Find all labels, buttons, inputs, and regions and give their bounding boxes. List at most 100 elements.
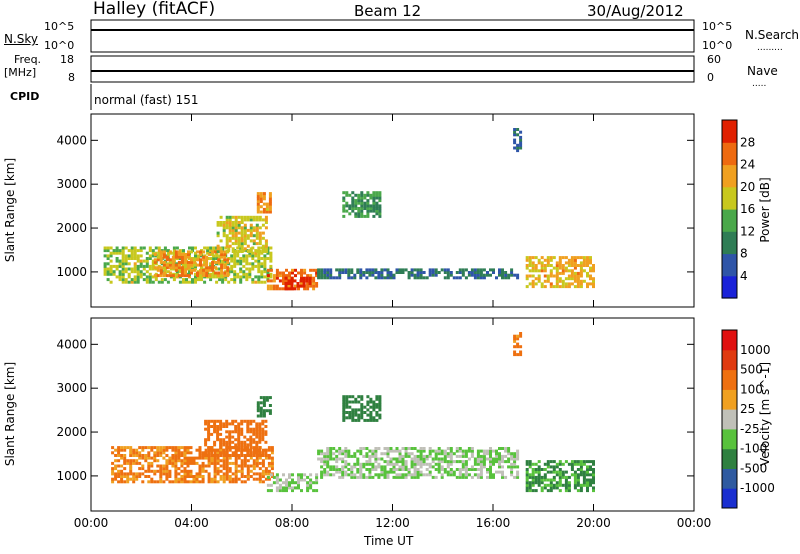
heatmap-cell <box>216 451 220 455</box>
heatmap-cell <box>368 271 372 274</box>
heatmap-cell <box>395 271 399 274</box>
heatmap-cell <box>268 194 272 198</box>
heatmap-cell <box>249 239 253 243</box>
heatmap-cell <box>216 459 220 463</box>
heatmap-cell <box>228 438 232 442</box>
heatmap-cell <box>268 409 272 413</box>
x-tick-label: 16:00 <box>476 516 511 530</box>
heatmap-cell <box>416 457 420 461</box>
heatmap-cell <box>139 262 143 266</box>
heatmap-cell <box>446 276 450 280</box>
heatmap-cell <box>263 275 267 279</box>
heatmap-cell <box>398 452 402 456</box>
heatmap-cell <box>344 454 348 458</box>
heatmap-cell <box>354 204 358 208</box>
heatmap-cell <box>534 478 538 482</box>
heatmap-cell <box>221 259 225 263</box>
heatmap-cell <box>258 477 262 481</box>
heatmap-cell <box>177 250 181 254</box>
heatmap-cell <box>342 191 346 195</box>
heatmap-cell <box>437 452 441 456</box>
heatmap-cell <box>353 454 357 458</box>
heatmap-cell <box>118 278 122 282</box>
heatmap-cell <box>151 264 155 268</box>
heatmap-cell <box>266 274 270 278</box>
heatmap-cell <box>335 460 339 464</box>
heatmap-cell <box>329 468 333 471</box>
heatmap-cell <box>199 250 202 254</box>
heatmap-cell <box>342 400 346 404</box>
heatmap-cell <box>159 480 163 484</box>
heatmap-cell <box>363 204 367 208</box>
heatmap-cell <box>192 459 196 463</box>
heatmap-cell <box>157 251 161 255</box>
heatmap-cell <box>359 475 363 479</box>
heatmap-cell <box>374 447 378 450</box>
heatmap-cell <box>259 411 263 415</box>
heatmap-cell <box>220 263 224 267</box>
heatmap-cell <box>214 250 218 254</box>
heatmap-cell <box>268 207 272 211</box>
heatmap-cell <box>121 267 125 271</box>
heatmap-cell <box>579 264 583 267</box>
heatmap-cell <box>259 210 263 214</box>
heatmap-cell <box>199 258 202 262</box>
heatmap-cell <box>455 447 459 450</box>
heatmap-cell <box>225 448 229 452</box>
heatmap-cell <box>258 472 262 476</box>
heatmap-cell <box>240 247 244 251</box>
heatmap-cell <box>133 278 137 282</box>
heatmap-cell <box>377 271 381 274</box>
heatmap-cell <box>473 462 477 466</box>
heatmap-cell <box>437 470 441 474</box>
heatmap-cell <box>150 446 154 450</box>
heatmap-cell <box>141 464 145 468</box>
heatmap-cell <box>198 464 202 468</box>
heatmap-cell <box>213 477 217 481</box>
heatmap-cell <box>437 449 441 453</box>
heatmap-cell <box>214 260 218 264</box>
heatmap-cell <box>351 201 355 205</box>
heatmap-cell <box>210 454 214 457</box>
heatmap-cell <box>546 277 550 281</box>
heatmap-cell <box>473 273 477 277</box>
heatmap-cell <box>213 469 217 473</box>
heatmap-cell <box>570 282 574 286</box>
heatmap-cell <box>513 337 517 341</box>
heatmap-cell <box>380 276 384 280</box>
heatmap-cell <box>174 461 178 465</box>
heatmap-cell <box>234 215 238 219</box>
heatmap-cell <box>216 472 220 476</box>
heatmap-cell <box>150 469 154 473</box>
heatmap-cell <box>165 263 169 267</box>
heatmap-cell <box>323 271 327 274</box>
heatmap-cell <box>225 242 229 246</box>
heatmap-cell <box>168 250 172 254</box>
heatmap-cell <box>153 469 157 473</box>
heatmap-cell <box>199 274 202 278</box>
heatmap-cell <box>115 264 119 268</box>
heatmap-cell <box>476 462 480 466</box>
heatmap-cell <box>237 438 241 442</box>
heatmap-cell <box>407 276 411 280</box>
heatmap-cell <box>492 271 495 274</box>
colorbar-tick-label: 1000 <box>740 343 771 357</box>
heatmap-cell <box>245 254 249 258</box>
heatmap-cell <box>360 411 364 414</box>
heatmap-cell <box>449 273 453 277</box>
heatmap-cell <box>240 461 244 465</box>
heatmap-cell <box>228 456 232 460</box>
heatmap-cell <box>219 446 223 450</box>
heatmap-cell <box>240 244 244 248</box>
heatmap-cell <box>525 481 529 485</box>
heatmap-cell <box>284 282 288 285</box>
heatmap-cell <box>258 250 262 253</box>
heatmap-cell <box>203 246 207 250</box>
heatmap-cell <box>356 457 360 461</box>
heatmap-cell <box>317 276 321 280</box>
heatmap-cell <box>129 464 133 468</box>
heatmap-cell <box>386 454 390 458</box>
heatmap-cell <box>576 282 580 286</box>
heatmap-cell <box>372 416 376 420</box>
